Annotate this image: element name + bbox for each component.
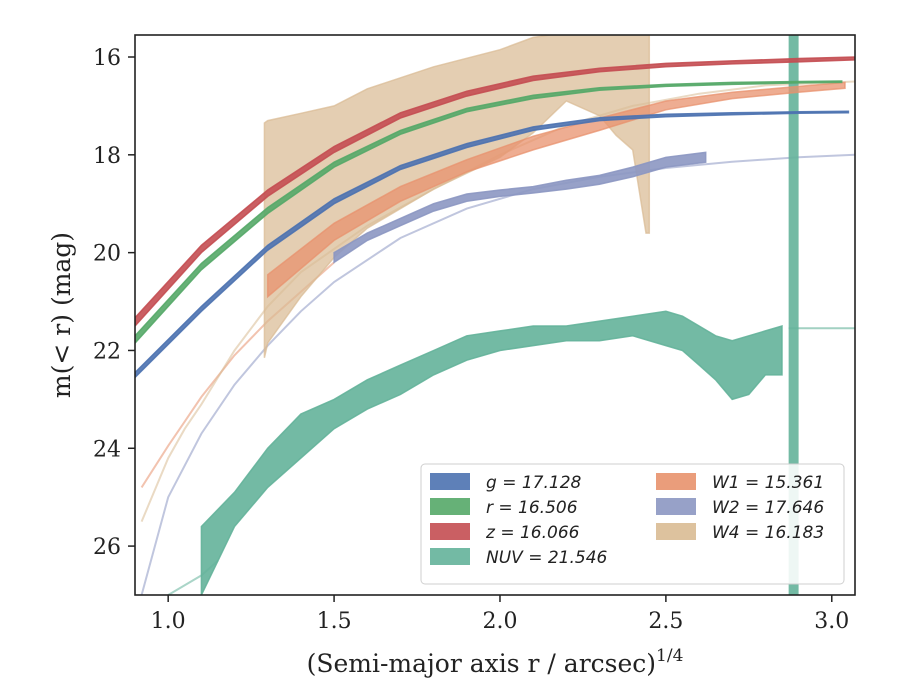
band-z [135, 56, 855, 328]
x-axis-label-exponent: 1/4 [656, 646, 683, 666]
legend-swatch-z [430, 523, 470, 540]
legend-swatch-r [430, 498, 470, 515]
x-tick-label: 2.0 [482, 609, 517, 634]
x-tick-label: 1.5 [317, 609, 352, 634]
legend-label-g: g = 17.128 [486, 473, 582, 493]
x-tick-label: 3.0 [814, 609, 849, 634]
legend-swatch-g [430, 473, 470, 490]
legend-swatch-w4 [656, 523, 696, 540]
legend-label-w1: W1 = 15.361 [712, 473, 824, 493]
y-tick-label: 22 [93, 339, 121, 364]
nuv-spike [788, 35, 799, 595]
band-w4 [263, 35, 651, 358]
band-w2 [333, 151, 707, 264]
band-r [135, 80, 843, 345]
plot-frame [134, 34, 856, 596]
band-g [135, 110, 850, 379]
y-tick-label: 24 [93, 437, 121, 462]
y-axis-label: m(< r) (mag) [47, 232, 76, 398]
y-tick-label: 26 [93, 535, 121, 560]
legend-swatch-w2 [656, 498, 696, 515]
legend-label-w2: W2 = 17.646 [712, 498, 824, 518]
legend-swatch-w1 [656, 473, 696, 490]
legend-label-nuv: NUV = 21.546 [486, 548, 608, 568]
x-axis-label: (Semi-major axis r / arcsec)1/4 [307, 646, 684, 678]
legend-label-w4: W4 = 16.183 [712, 523, 824, 543]
ticks-layer: 1.0 1.5 2.0 2.5 3.0 16 18 20 22 24 26 [93, 46, 849, 634]
model-curve-w2 [140, 153, 855, 595]
legend: g = 17.128 r = 16.506 z = 16.066 NUV = 21.5… [420, 463, 845, 585]
series-layer [135, 35, 855, 595]
y-tick-label: 16 [93, 46, 121, 71]
legend-swatch-nuv [430, 548, 470, 565]
legend-label-z: z = 16.066 [485, 523, 580, 543]
y-tick-label: 20 [93, 242, 121, 267]
band-w1 [266, 81, 846, 299]
x-tick-label: 2.5 [648, 609, 683, 634]
legend-frame [420, 463, 845, 585]
band-nuv [200, 310, 783, 595]
y-tick-label: 18 [93, 144, 121, 169]
x-tick-label: 1.0 [151, 609, 186, 634]
legend-label-r: r = 16.506 [486, 498, 578, 518]
